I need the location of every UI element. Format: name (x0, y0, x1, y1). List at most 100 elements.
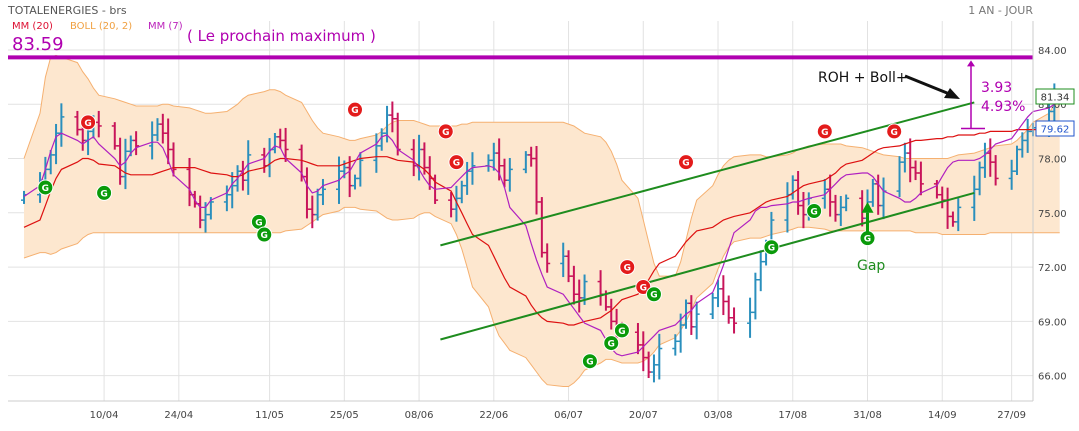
gap-up-badge-circle (645, 286, 662, 303)
gap-down-badge-letter: G (682, 159, 689, 169)
y-tick-label: 66.00 (1038, 372, 1067, 383)
price-bar (319, 178, 326, 206)
gap-up-badge-circle (806, 203, 823, 219)
gap-down-badge-letter: G (453, 159, 460, 169)
price-bar (245, 140, 252, 195)
gap-up-badge-letter: G (255, 218, 262, 228)
resistance-level-value: 83.59 (12, 34, 64, 55)
gap-up-badge-circle (581, 353, 598, 370)
gap-up-badge-letter: G (768, 244, 775, 254)
gap-up-badge-letter: G (618, 327, 625, 337)
gap-up-badge-circle (37, 179, 54, 196)
gap-up-badge-letter: G (608, 340, 615, 350)
x-tick-label: 03/08 (704, 410, 733, 421)
gap-up-badge: G (645, 286, 662, 303)
x-tick-label: 11/05 (255, 410, 284, 421)
gap-down-badge-letter: G (891, 128, 898, 138)
gap-up-badge-letter: G (864, 235, 871, 245)
price-bar (917, 161, 924, 196)
chart-period: 1 AN - JOUR (968, 4, 1033, 17)
gap-up-badge-letter: G (42, 184, 49, 194)
gap-down-badge-circle (80, 114, 97, 131)
mm20-line (23, 129, 1060, 326)
gap-up-badge-circle (613, 322, 630, 339)
gap-down-badge-circle (886, 123, 903, 140)
gap-up-badge-circle (603, 335, 620, 352)
gap-up-badge: G (256, 226, 273, 243)
target-points-label: 3.93 (981, 80, 1012, 96)
gap-down-badge-circle (347, 101, 364, 118)
gap-down-badge: G (80, 114, 97, 131)
last-price-value: 81.34 (1041, 93, 1070, 104)
gap-down-badge: G (619, 259, 636, 276)
x-tick-label: 08/06 (405, 410, 434, 421)
legend-bollinger: BOLL (20, 2) (70, 21, 132, 32)
gap-down-badge-letter: G (84, 119, 91, 129)
gap-down-badge: G (347, 101, 364, 118)
gap-up-badge-letter: G (650, 291, 657, 301)
x-tick-label: 14/09 (928, 410, 957, 421)
price-bar (133, 131, 140, 156)
gap-down-badge: G (448, 154, 465, 171)
price-bar (843, 194, 850, 212)
chart-title: TOTALENERGIES - brs (7, 4, 127, 17)
gap-down-badge: G (886, 123, 903, 140)
price-bar (469, 152, 476, 185)
mm7-line (23, 100, 1061, 357)
legend-mm20: MM (20) (12, 21, 53, 32)
price-bar (170, 142, 177, 177)
price-bar (282, 127, 289, 162)
gap-down-badge: G (677, 154, 694, 171)
x-tick-label: 27/09 (997, 410, 1026, 421)
gap-down-badge-circle (816, 123, 833, 140)
gap-up-badge-circle (96, 184, 113, 201)
gap-down-badge: G (437, 123, 454, 140)
x-tick-label: 06/07 (554, 410, 583, 421)
gap-up-badge: G (581, 353, 598, 370)
gap-up-badge-circle (763, 239, 780, 256)
gap-up-badge: G (37, 179, 54, 196)
x-tick-label: 31/08 (853, 410, 882, 421)
x-tick-label: 17/08 (778, 410, 807, 421)
resistance-level-note: ( Le prochain maximum ) (187, 27, 376, 45)
gap-up-badge-letter: G (261, 231, 268, 241)
gap-up-badge: G (613, 322, 630, 339)
gap-up-badge-letter: G (810, 208, 817, 218)
trend-channel-line (440, 191, 975, 341)
gap-up-badge-circle (256, 226, 273, 243)
gap-down-badge-circle (448, 154, 465, 171)
y-tick-label: 78.00 (1038, 155, 1067, 166)
last-price-tag: 81.34 (1035, 88, 1075, 105)
x-tick-label: 22/06 (479, 410, 508, 421)
price-bar (955, 198, 962, 232)
y-tick-label: 72.00 (1038, 263, 1067, 274)
gap-down-badge-letter: G (351, 106, 358, 116)
trend-channel-line (440, 101, 975, 247)
roh-arrow-head (944, 88, 960, 99)
roh-boll-label: ROH + Boll+ (818, 70, 908, 86)
gap-down-badge-letter: G (821, 128, 828, 138)
gap-up-badge-letter: G (586, 358, 593, 368)
target-percent-label: 4.93% (981, 99, 1025, 115)
bollinger-upper-line (23, 54, 1061, 277)
y-tick-label: 81.00 (1038, 100, 1067, 111)
target-bracket-arrow (967, 60, 975, 67)
roh-arrow-shaft (904, 74, 953, 97)
gap-up-badge: G (859, 230, 876, 247)
price-bar (544, 243, 551, 273)
gap-up-badge: G (806, 203, 823, 219)
x-tick-label: 10/04 (90, 410, 119, 421)
gap-down-badge-circle (677, 154, 694, 171)
price-bar (992, 155, 999, 186)
gap-up-badge-letter: G (100, 189, 107, 199)
gap-arrow-head (861, 201, 874, 213)
x-tick-label: 20/07 (629, 410, 658, 421)
gap-up-badge: G (96, 184, 113, 201)
y-tick-label: 75.00 (1038, 209, 1067, 220)
gap-down-badge-letter: G (442, 128, 449, 138)
gap-down-badge: G (816, 123, 833, 140)
price-bar (656, 333, 663, 380)
price-bar (731, 307, 738, 334)
